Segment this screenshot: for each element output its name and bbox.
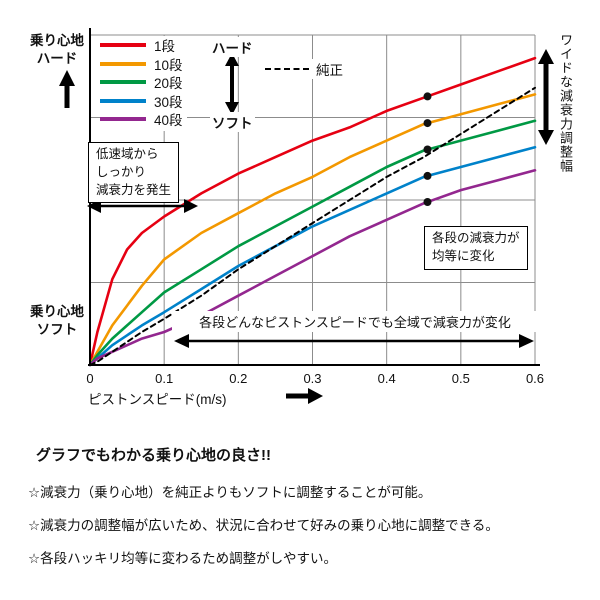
dot-30段: [423, 171, 432, 180]
equal-change-annotation-box: 各段の減衰力が 均等に変化: [424, 226, 528, 270]
x-axis-label: ピストンスピード(m/s): [88, 392, 227, 407]
legend-swatch: [100, 98, 146, 103]
dot-1段: [423, 92, 432, 101]
x-tick-label: 0.4: [378, 371, 396, 386]
legend-swatch: [100, 61, 146, 66]
note-bullet: ☆各段ハッキリ均等に変わるため調整がしやすい。: [28, 551, 337, 566]
x-tick-label: 0.2: [229, 371, 247, 386]
series-line-40段: [88, 169, 537, 367]
legend: 1段 10段 20段 30段 40段: [100, 36, 187, 131]
legend-item: 10段: [100, 55, 183, 74]
series-lines: [88, 56, 537, 367]
x-tick-labels: 0 0.1 0.2 0.3 0.4 0.5 0.6: [86, 371, 544, 386]
legend-item: 30段: [100, 92, 183, 111]
notes-section: グラフでもわかる乗り心地の良さ!! ☆減衰力（乗り心地）を純正よりもソフトに調整…: [28, 444, 584, 580]
adjustment-width-label: ワイドな減衰力調整幅: [558, 33, 573, 173]
dot-10段: [423, 119, 432, 128]
gridlines: [90, 34, 536, 365]
series-line-10段: [88, 93, 537, 367]
series-line-1段: [88, 56, 537, 367]
x-tick-label: 0.1: [155, 371, 173, 386]
legend-item: 1段: [100, 36, 183, 55]
damping-force-chart: 0 0.1 0.2 0.3 0.4 0.5 0.6: [30, 28, 573, 407]
legend-label: 1段: [154, 39, 176, 55]
legend-item: 20段: [100, 73, 183, 92]
series-line-30段: [88, 145, 537, 367]
x-tick-label: 0: [86, 371, 93, 386]
x-tick-label: 0.3: [303, 371, 321, 386]
full-range-annotation: 各段どんなピストンスピードでも全域で減衰力が変化: [172, 311, 538, 332]
dot-40段: [423, 198, 432, 206]
adjustment-width-arrow: [538, 49, 554, 145]
stock-legend: 純正: [262, 59, 346, 79]
legend-item: 40段: [100, 110, 183, 129]
dashed-line-sample: [265, 68, 309, 70]
legend-swatch: [100, 80, 146, 85]
x-tick-label: 0.6: [526, 371, 544, 386]
low-speed-annotation-box: 低速域から しっかり 減衰力を発生: [88, 142, 180, 204]
legend-label: 40段: [154, 113, 183, 129]
data-point-dots: [423, 92, 432, 206]
note-bullet: ☆減衰力（乗り心地）を純正よりもソフトに調整することが可能。: [28, 485, 432, 500]
x-tick-label: 0.5: [452, 371, 470, 386]
legend-label: 20段: [154, 76, 183, 92]
center-legend-hard-label: ハード: [210, 37, 255, 57]
dot-20段: [423, 145, 432, 154]
full-range-arrow: [174, 334, 534, 348]
note-bullet: ☆減衰力の調整幅が広いため、状況に合わせて好みの乗り心地に調整できる。: [28, 518, 499, 533]
legend-label: 10段: [154, 57, 183, 73]
x-axis-right-arrow: [286, 388, 323, 404]
y-axis-up-arrow: [59, 70, 75, 108]
y-axis-bottom-label: 乗り心地 ソフト: [30, 304, 84, 338]
legend-label: 30段: [154, 94, 183, 110]
legend-swatch: [100, 43, 146, 48]
hard-soft-arrow: [225, 53, 239, 115]
y-axis-top-label: 乗り心地 ハード: [30, 33, 84, 67]
center-legend-soft-label: ソフト: [210, 112, 255, 132]
stock-legend-label: 純正: [316, 63, 343, 78]
legend-swatch: [100, 117, 146, 122]
chart-canvas: 0 0.1 0.2 0.3 0.4 0.5 0.6: [59, 28, 554, 404]
notes-heading: グラフでもわかる乗り心地の良さ!!: [36, 447, 271, 464]
series-line-純正: [89, 86, 536, 366]
